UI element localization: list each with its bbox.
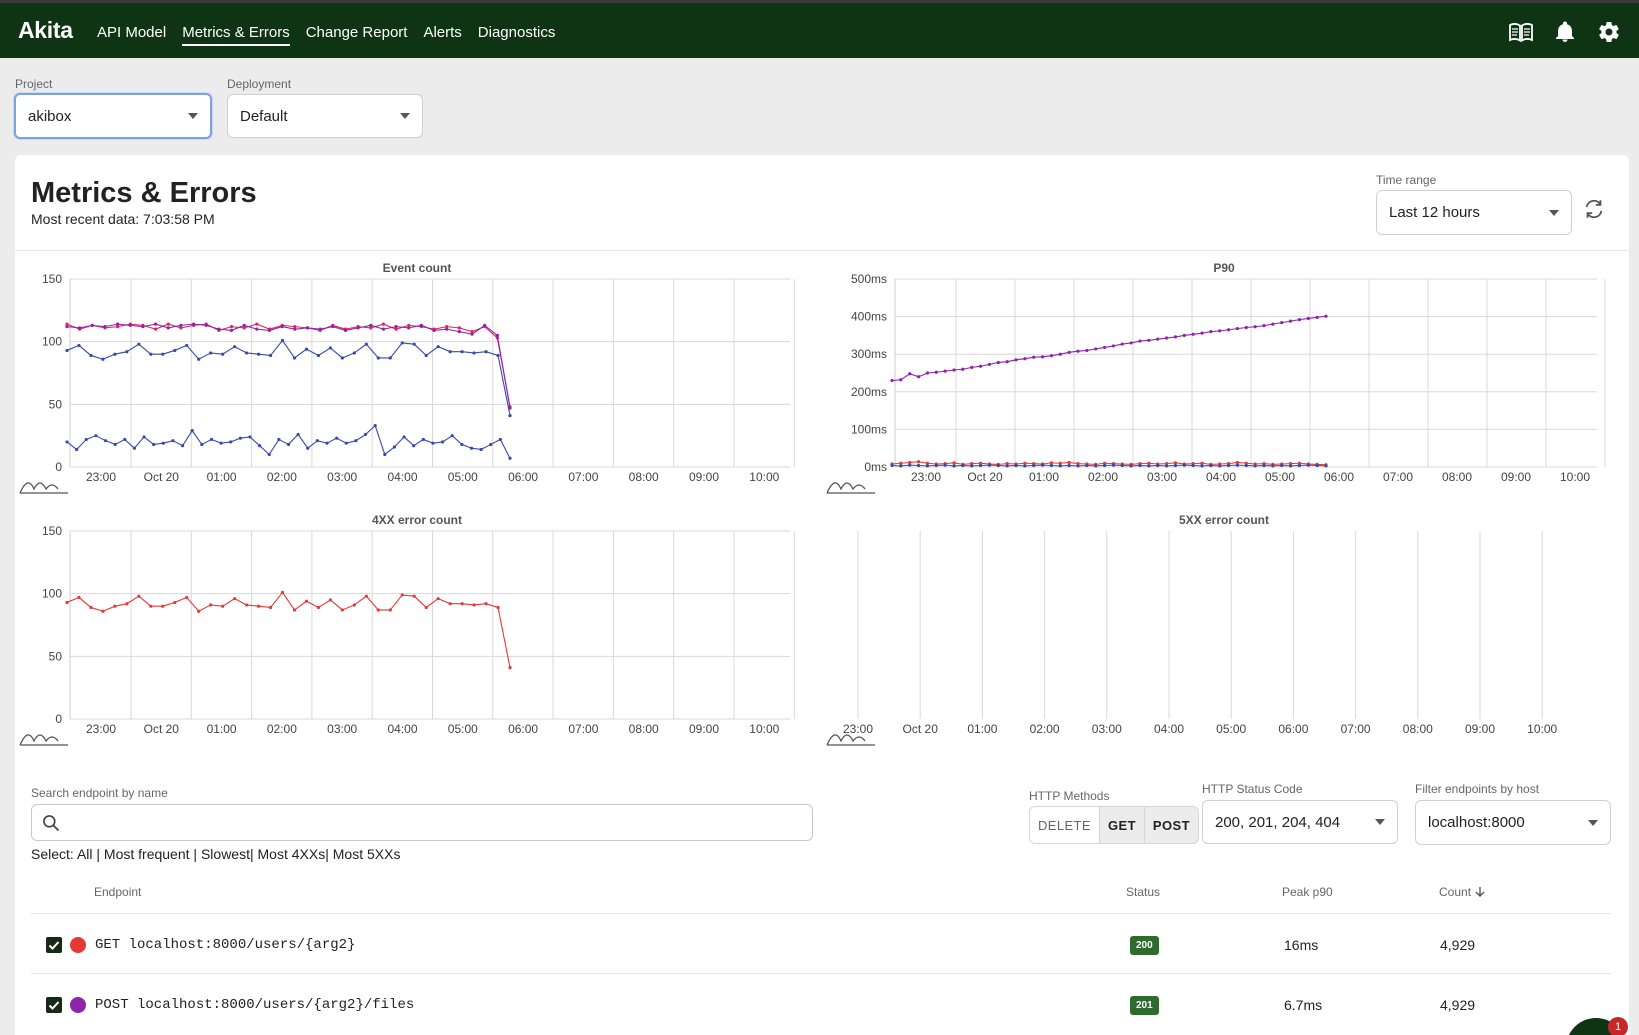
main-nav: API Model Metrics & Errors Change Report… (97, 24, 555, 46)
endpoint-name[interactable]: GET localhost:8000/users/{arg2} (95, 937, 356, 953)
peak-p90-value: 16ms (1284, 937, 1319, 953)
peak-p90-column-header[interactable]: Peak p90 (1282, 885, 1333, 899)
gear-icon[interactable] (1597, 20, 1621, 44)
count-header-label: Count (1439, 885, 1472, 899)
select-most-frequent-link[interactable]: Most frequent (103, 846, 190, 862)
check-icon (48, 941, 60, 950)
endpoint-name[interactable]: POST localhost:8000/users/{arg2}/files (95, 997, 415, 1013)
status-column-header[interactable]: Status (1126, 885, 1161, 899)
row-checkbox[interactable] (46, 937, 62, 953)
status-code-select[interactable]: 200, 201, 204, 404 (1202, 800, 1398, 844)
chevron-down-icon (1549, 209, 1559, 216)
status-code-value: 200, 201, 204, 404 (1215, 813, 1341, 831)
select-most-4xx-link[interactable]: Most 4XXs (257, 846, 326, 862)
series-color-dot (70, 937, 86, 953)
chevron-down-icon (1588, 819, 1598, 826)
top-icons (1509, 20, 1621, 44)
status-badge: 201 (1130, 996, 1159, 1015)
chevron-down-icon (400, 113, 410, 119)
check-icon (48, 1001, 60, 1010)
select-most-5xx-link[interactable]: Most 5XXs (332, 846, 401, 862)
http-methods-label: HTTP Methods (1029, 789, 1110, 803)
bell-icon[interactable] (1553, 20, 1577, 44)
http-methods-toggle: DELETE GET POST (1029, 806, 1199, 844)
sort-down-icon (1475, 887, 1485, 897)
book-icon[interactable] (1509, 20, 1533, 44)
method-get-button[interactable]: GET (1098, 807, 1144, 843)
nav-diagnostics[interactable]: Diagnostics (477, 24, 556, 41)
most-recent-data: Most recent data: 7:03:58 PM (31, 211, 215, 227)
search-label: Search endpoint by name (31, 786, 168, 800)
chevron-down-icon (188, 113, 198, 119)
project-label: Project (15, 77, 53, 91)
host-filter-select[interactable]: localhost:8000 (1415, 800, 1611, 845)
count-column-header[interactable]: Count (1439, 885, 1486, 899)
host-filter-value: localhost:8000 (1428, 814, 1525, 831)
time-range-value: Last 12 hours (1389, 204, 1480, 221)
select-prefix: Select: (31, 846, 74, 862)
nav-metrics-errors[interactable]: Metrics & Errors (182, 24, 290, 46)
search-input[interactable] (68, 811, 798, 835)
search-icon (43, 815, 60, 832)
row-checkbox[interactable] (46, 997, 62, 1013)
series-color-dot (70, 997, 86, 1013)
notification-badge: 1 (1608, 1017, 1628, 1035)
quick-select-links: Select: All | Most frequent | Slowest| M… (31, 846, 401, 862)
nav-alerts[interactable]: Alerts (423, 24, 462, 41)
search-box (31, 804, 813, 841)
page-title: Metrics & Errors (31, 177, 257, 209)
akita-logo[interactable]: Akita (18, 17, 73, 43)
time-range-label: Time range (1376, 173, 1437, 187)
select-all-link[interactable]: All (76, 846, 93, 862)
chevron-down-icon (1375, 819, 1385, 825)
top-nav-bar: Akita API Model Metrics & Errors Change … (0, 0, 1639, 58)
status-badge: 200 (1130, 936, 1159, 955)
endpoint-column-header[interactable]: Endpoint (94, 885, 142, 899)
method-post-button[interactable]: POST (1143, 807, 1198, 843)
select-slowest-link[interactable]: Slowest (200, 846, 250, 862)
nav-api-model[interactable]: API Model (97, 24, 167, 41)
nav-change-report[interactable]: Change Report (305, 24, 408, 41)
count-value: 4,929 (1440, 997, 1476, 1013)
method-delete-button[interactable]: DELETE (1030, 807, 1099, 843)
table-row[interactable]: POST localhost:8000/users/{arg2}/files 2… (31, 973, 1611, 1033)
metrics-card: Metrics & Errors Most recent data: 7:03:… (15, 155, 1629, 1035)
time-range-select[interactable]: Last 12 hours (1376, 190, 1572, 235)
refresh-icon[interactable] (1583, 198, 1605, 220)
deployment-select[interactable]: Default (227, 94, 423, 138)
host-filter-label: Filter endpoints by host (1415, 782, 1540, 796)
status-code-label: HTTP Status Code (1202, 782, 1303, 796)
table-row[interactable]: GET localhost:8000/users/{arg2} 200 16ms… (31, 913, 1611, 973)
card-header: Metrics & Errors Most recent data: 7:03:… (15, 155, 1629, 251)
count-value: 4,929 (1440, 937, 1476, 953)
deployment-label: Deployment (227, 77, 292, 91)
project-value: akibox (28, 107, 72, 125)
deployment-value: Default (240, 107, 288, 125)
project-select[interactable]: akibox (14, 93, 212, 139)
peak-p90-value: 6.7ms (1284, 997, 1323, 1013)
